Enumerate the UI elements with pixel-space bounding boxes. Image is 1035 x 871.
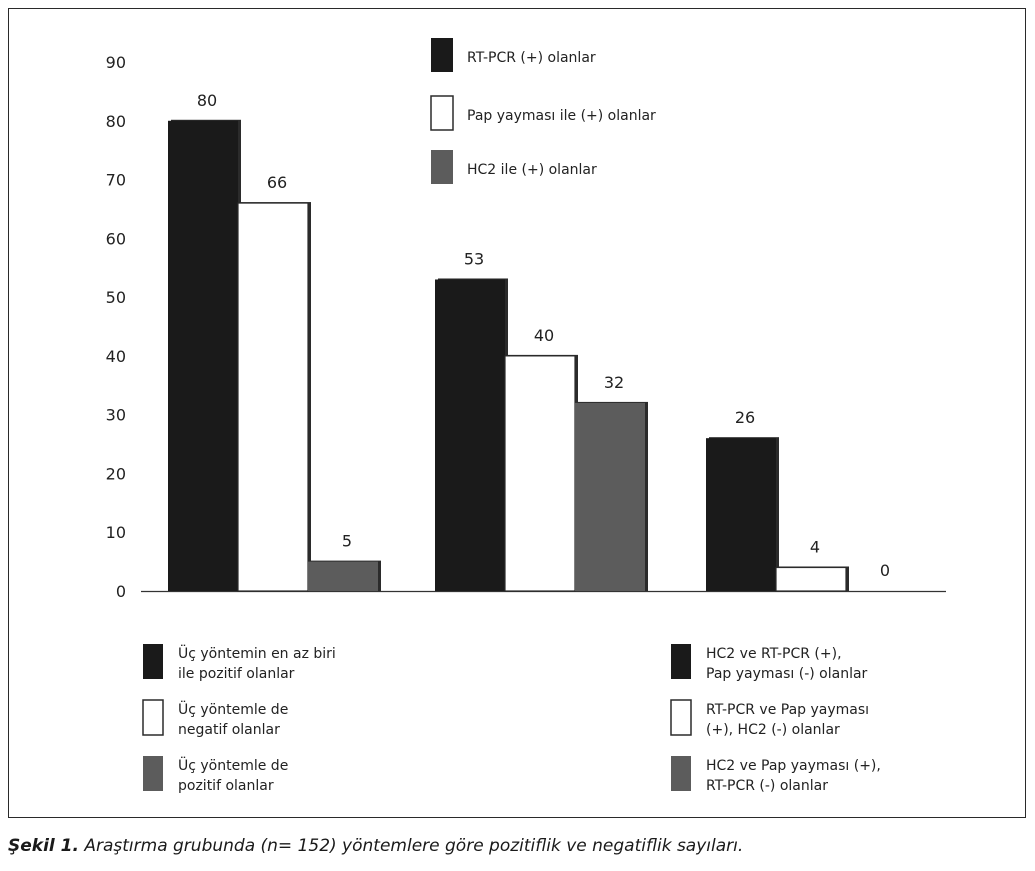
bar-chart: 0 10 20 30 40 50 60 70 80 90 80 53 26 66 40 4 5 32 0 RT-PCR…: [106, 38, 946, 794]
bottom-legend-left-label: Üç yöntemin en az biri: [178, 644, 336, 662]
data-label: 66: [267, 173, 287, 192]
bar: [504, 355, 576, 592]
bottom-legend-left-label: ile pozitif olanlar: [178, 666, 295, 682]
bottom-legend-left-label: Üç yöntemle de: [178, 756, 288, 774]
y-tick-label: 50: [106, 288, 126, 307]
y-tick-label: 60: [106, 229, 126, 248]
bottom-legend-left-label: Üç yöntemle de: [178, 700, 288, 718]
y-tick-label: 30: [106, 406, 126, 425]
data-label: 0: [880, 561, 890, 580]
y-tick-label: 80: [106, 112, 126, 131]
y-tick-label: 20: [106, 464, 126, 483]
bottom-legend-right-label: RT-PCR ve Pap yayması: [706, 702, 869, 718]
bar: [775, 566, 847, 592]
data-label: 4: [810, 537, 820, 556]
y-tick-label: 0: [116, 582, 126, 601]
bottom-legend-right-label: RT-PCR (-) olanlar: [706, 778, 828, 794]
bottom-legend-right-label: (+), HC2 (-) olanlar: [706, 722, 840, 738]
bottom-legend-right-swatch: [671, 756, 691, 791]
bottom-legend-left-swatch: [142, 699, 164, 736]
legend-swatch: [431, 150, 453, 184]
bottom-legend-right-label: HC2 ve RT-PCR (+),: [706, 646, 842, 662]
data-label: 80: [197, 91, 217, 110]
caption-label: Şekil 1.: [8, 836, 79, 856]
figure-caption: Şekil 1. Araştırma grubunda (n= 152) yön…: [8, 836, 743, 856]
bar: [706, 438, 776, 591]
bar: [237, 202, 309, 592]
y-tick-label: 40: [106, 347, 126, 366]
data-label: 5: [342, 532, 352, 551]
bottom-legend-right-label: Pap yayması (-) olanlar: [706, 666, 868, 682]
bar: [575, 402, 645, 591]
legend-label: HC2 ile (+) olanlar: [467, 162, 597, 178]
caption-text: Araştırma grubunda (n= 152) yöntemlere g…: [78, 836, 744, 856]
data-label: 40: [534, 326, 554, 345]
figure-frame: [8, 8, 1026, 818]
bottom-legend-right-label: HC2 ve Pap yayması (+),: [706, 758, 881, 774]
data-label: 32: [604, 373, 624, 392]
legend-label: RT-PCR (+) olanlar: [467, 50, 596, 66]
y-tick-label: 90: [106, 53, 126, 72]
bottom-legend-left-swatch: [143, 756, 163, 791]
bar: [168, 120, 238, 592]
legend-swatch: [431, 38, 453, 72]
data-label: 53: [464, 249, 484, 268]
bottom-legend-right-swatch: [670, 699, 692, 736]
legend-swatch: [430, 95, 454, 131]
bottom-legend-left-label: pozitif olanlar: [178, 778, 274, 794]
bar: [308, 561, 378, 591]
data-label: 26: [735, 408, 755, 427]
bar: [435, 279, 505, 591]
legend-label: Pap yayması ile (+) olanlar: [467, 108, 656, 124]
bottom-legend-left-swatch: [143, 644, 163, 679]
y-tick-label: 70: [106, 171, 126, 190]
bottom-legend-left-label: negatif olanlar: [178, 722, 280, 738]
bottom-legend-right-swatch: [671, 644, 691, 679]
y-tick-label: 10: [106, 523, 126, 542]
